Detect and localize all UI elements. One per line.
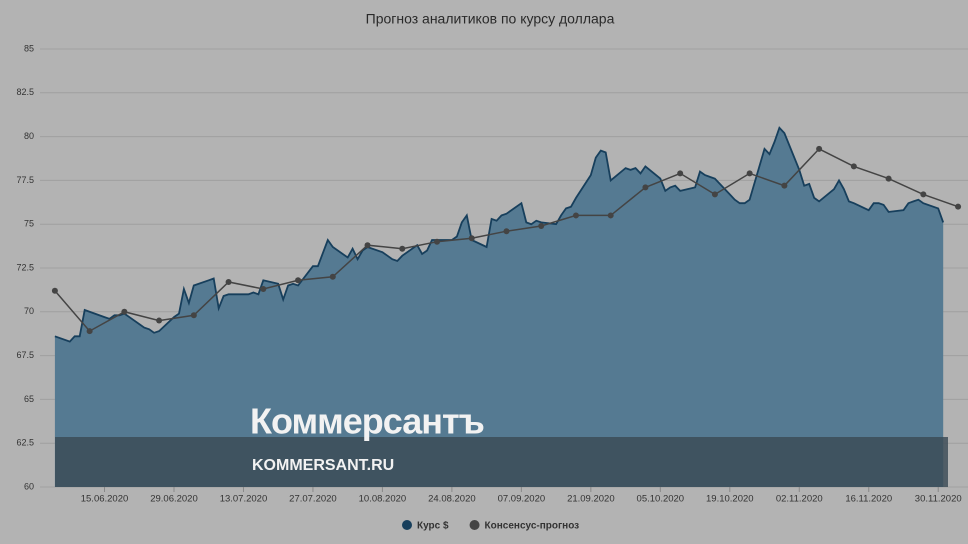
y-tick-label: 80 [24,131,34,141]
marker [607,212,614,219]
x-tick-label: 15.06.2020 [81,494,129,505]
marker [885,175,892,182]
x-tick-label: 02.11.2020 [776,494,823,505]
x-tick-label: 30.11.2020 [915,494,962,505]
area [54,127,944,488]
y-tick-label: 77.5 [16,175,34,185]
marker [746,170,753,177]
marker [920,191,927,198]
x-tick-label: 05.10.2020 [637,494,685,505]
marker [225,279,232,286]
marker [121,308,128,315]
x-tick-label: 27.07.2020 [289,494,337,505]
marker [329,273,336,280]
y-tick-label: 75 [24,219,34,229]
watermark-band [55,437,948,487]
legend-label: Курс $ [417,521,449,532]
marker [86,328,93,335]
marker [295,277,302,284]
marker [538,222,545,229]
x-tick-label: 24.08.2020 [428,494,476,505]
marker [850,163,857,170]
marker [190,312,197,319]
x-tick-label: 16.11.2020 [845,494,892,505]
marker [572,212,579,219]
marker [677,170,684,177]
legend-label: Консенсус-прогноз [485,521,580,532]
watermark-brand: Коммерсантъ [250,401,484,442]
y-tick-label: 65 [24,394,34,404]
y-tick-label: 60 [24,481,34,491]
y-tick-label: 62.5 [16,438,34,448]
legend-marker [402,520,412,530]
marker [711,191,718,198]
x-tick-label: 10.08.2020 [359,494,407,505]
marker [260,286,267,293]
x-tick-label: 13.07.2020 [220,494,268,505]
marker [51,287,58,294]
marker [816,145,823,152]
x-tick-label: 19.10.2020 [706,494,754,505]
x-tick-label: 07.09.2020 [498,494,546,505]
y-tick-label: 85 [24,43,34,53]
marker [642,184,649,191]
y-tick-label: 72.5 [16,262,34,272]
watermark-site: KOMMERSANT.RU [252,457,394,474]
marker [434,238,441,245]
chart-title: Прогноз аналитиков по курсу доллара [366,11,615,27]
marker [156,317,163,324]
marker [781,182,788,189]
marker [399,245,406,252]
y-tick-label: 82.5 [16,87,34,97]
legend-marker [469,520,480,530]
y-tick-label: 70 [24,306,34,316]
x-tick-label: 29.06.2020 [150,494,198,505]
area-line [54,126,945,343]
y-tick-label: 67.5 [16,350,34,360]
marker [468,235,475,242]
x-tick-label: 21.09.2020 [567,494,615,505]
marker [955,203,962,210]
marker [503,228,510,235]
marker [364,242,371,249]
